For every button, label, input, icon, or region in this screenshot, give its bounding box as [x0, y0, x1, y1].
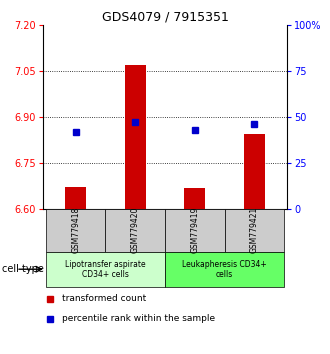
Text: cell type: cell type	[2, 264, 44, 274]
Bar	[106, 209, 165, 252]
Bar	[184, 188, 205, 209]
Bar	[224, 209, 284, 252]
Text: GSM779419: GSM779419	[190, 207, 199, 253]
Text: transformed count: transformed count	[62, 294, 147, 303]
Bar	[125, 65, 146, 209]
Text: GSM779421: GSM779421	[250, 207, 259, 253]
Bar	[244, 134, 265, 209]
Bar	[46, 209, 106, 252]
Bar	[46, 252, 165, 287]
Text: GSM779420: GSM779420	[131, 207, 140, 253]
Text: GSM779418: GSM779418	[71, 207, 80, 253]
Bar	[165, 209, 224, 252]
Text: Lipotransfer aspirate
CD34+ cells: Lipotransfer aspirate CD34+ cells	[65, 259, 146, 279]
Bar	[65, 187, 86, 209]
Title: GDS4079 / 7915351: GDS4079 / 7915351	[102, 11, 228, 24]
Text: percentile rank within the sample: percentile rank within the sample	[62, 314, 215, 323]
Text: Leukapheresis CD34+
cells: Leukapheresis CD34+ cells	[182, 259, 267, 279]
Bar	[165, 252, 284, 287]
